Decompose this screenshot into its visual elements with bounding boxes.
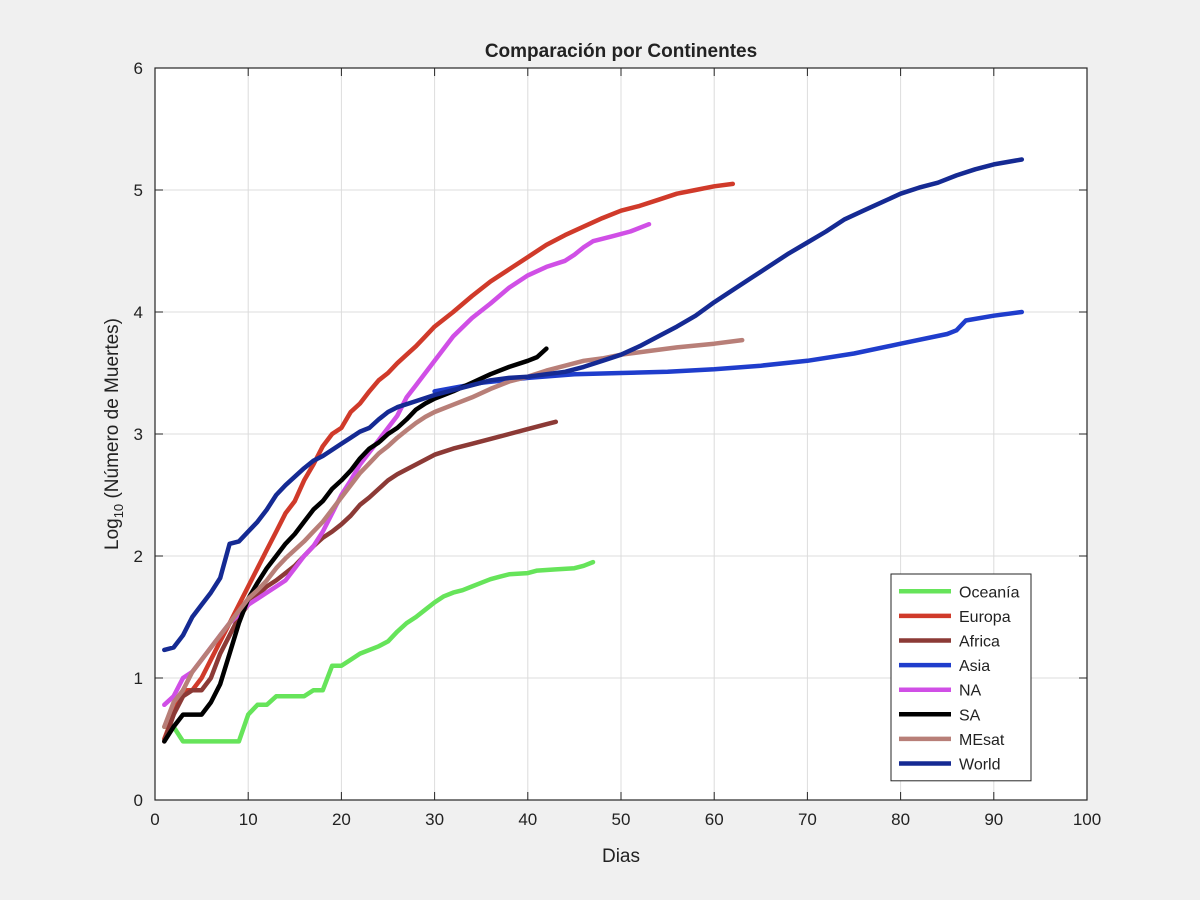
y-axis-label-subscript: 10 [111, 504, 126, 518]
legend-box [890, 573, 1032, 782]
legend-entry: Oceanía [959, 584, 1020, 601]
x-tick-label: 80 [891, 810, 910, 829]
x-tick-label: 0 [150, 810, 159, 829]
legend-entry: MEsat [959, 732, 1005, 749]
series-line-mesat [162, 337, 745, 730]
series-line-africa [162, 419, 559, 744]
legend-entry: Europa [959, 609, 1011, 626]
x-tick-label: 70 [798, 810, 817, 829]
y-tick-label: 4 [134, 303, 143, 322]
x-tick-label: 100 [1073, 810, 1101, 829]
x-tick-label: 30 [425, 810, 444, 829]
y-tick-label: 6 [134, 59, 143, 78]
x-tick-label: 20 [332, 810, 351, 829]
y-tick-label: 1 [134, 669, 143, 688]
x-tick-label: 60 [705, 810, 724, 829]
legend-entry: World [959, 757, 1001, 774]
y-tick-label: 5 [134, 181, 143, 200]
x-axis-label: Dias [602, 846, 640, 867]
x-tick-label: 50 [612, 810, 631, 829]
legend-entry: NA [959, 683, 982, 700]
y-axis-label: Log10 (Número de Muertes) [102, 318, 126, 550]
series-line-oceanía [162, 559, 596, 744]
y-tick-label: 0 [134, 791, 143, 810]
ticks: 0 10 20 30 40 50 60 70 80 90 100 0 1 2 3 4 5 6 [134, 59, 1102, 829]
x-tick-label: 40 [518, 810, 537, 829]
y-axis-label-base: Log [102, 518, 123, 550]
series-line-asia [432, 309, 1025, 394]
chart-title: Comparación por Continentes [485, 41, 757, 62]
series-line-world [162, 157, 1025, 653]
legend-entry: Africa [959, 634, 1000, 651]
series-layer [162, 157, 1025, 744]
legend-entry: SA [959, 707, 981, 724]
y-axis-label-rest: (Número de Muertes) [102, 318, 123, 504]
x-tick-label: 10 [239, 810, 258, 829]
y-tick-label: 3 [134, 425, 143, 444]
legend: Oceanía Europa Africa Asia NA SA MEsat World [890, 573, 1032, 782]
x-tick-label: 90 [984, 810, 1003, 829]
legend-entry: Asia [959, 658, 990, 675]
y-tick-label: 2 [134, 547, 143, 566]
